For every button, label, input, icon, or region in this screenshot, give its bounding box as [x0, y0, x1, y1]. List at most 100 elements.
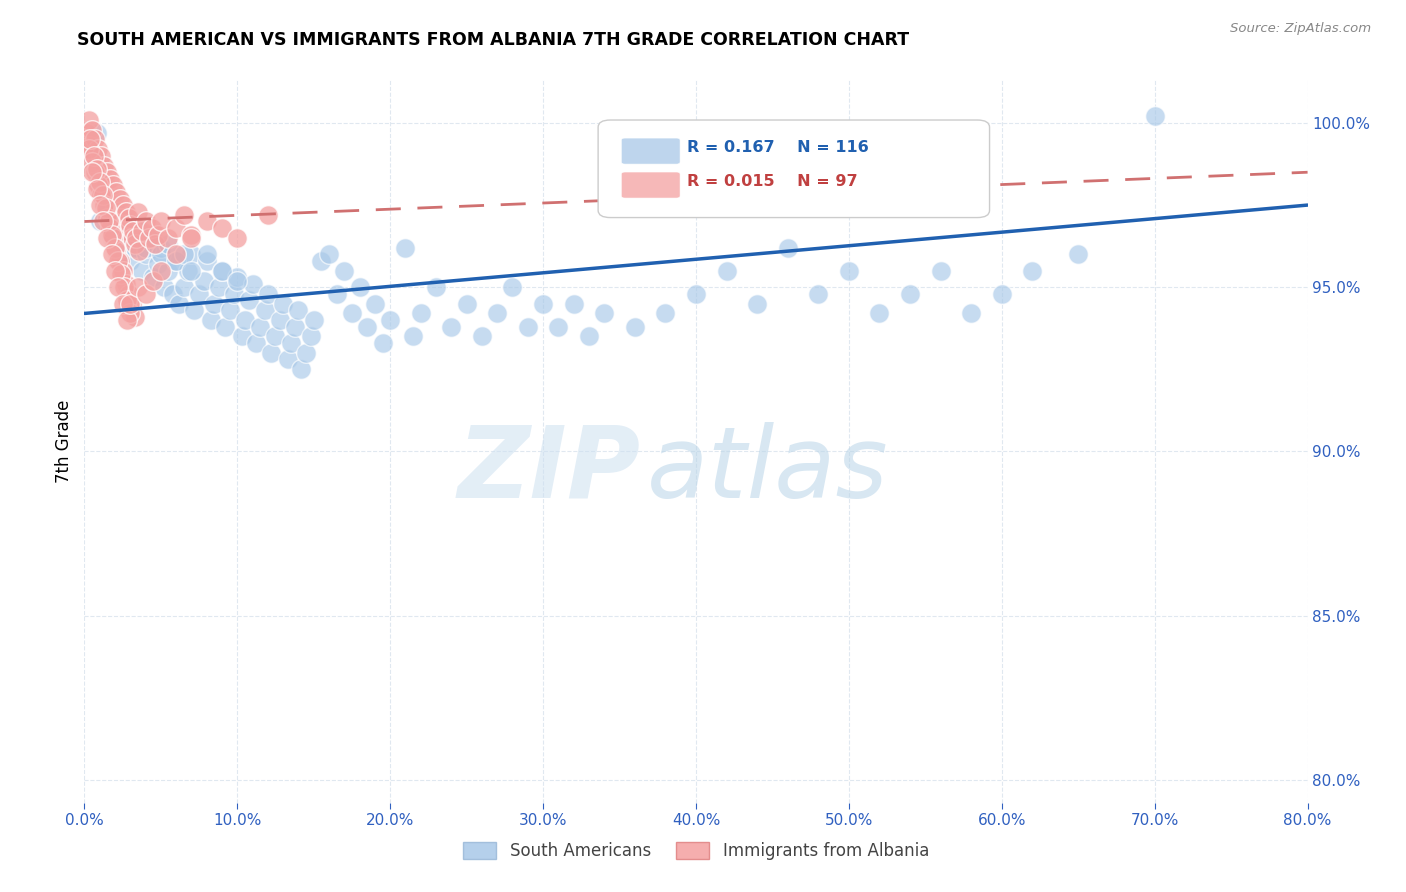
FancyBboxPatch shape — [598, 120, 990, 218]
Legend: South Americans, Immigrants from Albania: South Americans, Immigrants from Albania — [457, 835, 935, 867]
Point — [364, 296, 387, 310]
Point — [593, 306, 616, 320]
Point — [402, 329, 425, 343]
Point — [153, 280, 176, 294]
Point — [165, 254, 187, 268]
Point — [86, 126, 108, 140]
Point — [208, 280, 231, 294]
Point — [177, 264, 200, 278]
Point — [838, 264, 860, 278]
Point — [84, 165, 107, 179]
Point — [76, 126, 98, 140]
Point — [120, 231, 142, 245]
Point — [108, 192, 131, 206]
Point — [114, 204, 136, 219]
Point — [112, 218, 135, 232]
Point — [131, 264, 153, 278]
Point — [105, 244, 128, 258]
Point — [104, 221, 127, 235]
Point — [107, 208, 129, 222]
Point — [200, 313, 222, 327]
Point — [110, 267, 132, 281]
Text: ZIP: ZIP — [458, 422, 641, 519]
Point — [869, 306, 891, 320]
Point — [195, 254, 218, 268]
Point — [96, 198, 118, 212]
Point — [380, 313, 402, 327]
Point — [111, 198, 134, 212]
Point — [193, 274, 215, 288]
Point — [269, 313, 291, 327]
Point — [226, 231, 249, 245]
Point — [502, 280, 524, 294]
Point — [211, 264, 233, 278]
Point — [98, 171, 121, 186]
Point — [135, 247, 157, 261]
Point — [295, 346, 318, 360]
Point — [103, 178, 125, 193]
Point — [716, 264, 738, 278]
Point — [290, 362, 312, 376]
Point — [440, 319, 463, 334]
Point — [127, 224, 149, 238]
Point — [1021, 264, 1043, 278]
Point — [516, 319, 538, 334]
Point — [120, 306, 142, 320]
Point — [311, 254, 333, 268]
Point — [180, 247, 202, 261]
Point — [111, 208, 134, 222]
Text: R = 0.015    N = 97: R = 0.015 N = 97 — [688, 174, 858, 189]
Text: Source: ZipAtlas.com: Source: ZipAtlas.com — [1230, 22, 1371, 36]
Point — [94, 178, 117, 193]
FancyBboxPatch shape — [621, 138, 681, 164]
Point — [91, 188, 114, 202]
Point — [83, 149, 105, 163]
Point — [128, 244, 150, 258]
Point — [138, 231, 160, 245]
Point — [1067, 247, 1090, 261]
Point — [349, 280, 371, 294]
Point — [96, 198, 118, 212]
Point — [125, 231, 148, 245]
Point — [578, 329, 600, 343]
Point — [80, 122, 103, 136]
Point — [89, 214, 111, 228]
Point — [89, 155, 111, 169]
Point — [249, 319, 271, 334]
Point — [195, 247, 218, 261]
Point — [271, 296, 294, 310]
Point — [149, 241, 172, 255]
Point — [108, 254, 131, 268]
Point — [138, 231, 160, 245]
Point — [173, 208, 195, 222]
Point — [214, 319, 236, 334]
Point — [486, 306, 509, 320]
Point — [202, 296, 225, 310]
Point — [101, 247, 124, 261]
Point — [188, 286, 211, 301]
Point — [127, 280, 149, 294]
Point — [143, 237, 166, 252]
Point — [86, 155, 108, 169]
Point — [531, 296, 554, 310]
Point — [79, 132, 101, 146]
Point — [180, 231, 202, 245]
Point — [654, 306, 676, 320]
Point — [115, 293, 138, 308]
Point — [183, 303, 205, 318]
Point — [149, 264, 172, 278]
Point — [409, 306, 432, 320]
Point — [104, 241, 127, 255]
Point — [165, 254, 187, 268]
Point — [93, 198, 115, 212]
Point — [302, 313, 325, 327]
Point — [104, 198, 127, 212]
Point — [120, 296, 142, 310]
Point — [257, 286, 280, 301]
Point — [807, 286, 830, 301]
Point — [93, 159, 115, 173]
Point — [87, 142, 110, 156]
Point — [299, 329, 322, 343]
Point — [86, 182, 108, 196]
Point — [112, 280, 135, 294]
